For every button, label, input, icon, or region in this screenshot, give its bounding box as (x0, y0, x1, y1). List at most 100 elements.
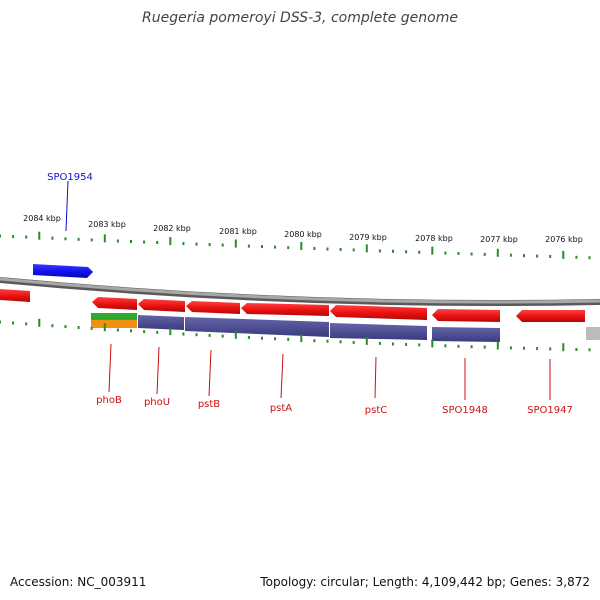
minor-tick (247, 336, 250, 339)
scale-label: 2081 kbp (219, 227, 257, 236)
scale-label: 2080 kbp (284, 230, 322, 239)
major-tick (431, 246, 434, 255)
major-tick (562, 343, 565, 352)
minor-tick (418, 343, 421, 347)
minor-tick (588, 348, 591, 352)
minor-tick (90, 326, 93, 330)
minor-tick (549, 347, 552, 351)
major-tick (103, 234, 106, 243)
major-tick (562, 250, 565, 259)
reverse-strand-genes (0, 289, 585, 322)
major-tick (431, 339, 434, 348)
major-tick (38, 318, 41, 327)
cog-bar-purple (432, 327, 500, 342)
gene-arrow-spo1954[interactable] (33, 264, 93, 278)
minor-tick (483, 252, 486, 256)
inner-tick-marks (0, 318, 591, 352)
minor-tick (261, 336, 263, 340)
scale-label: 2084 kbp (23, 214, 61, 223)
scale-label: 2076 kbp (545, 235, 583, 244)
major-tick (38, 231, 41, 240)
minor-tick (523, 254, 525, 258)
gene-arrow-phob[interactable] (92, 297, 137, 310)
minor-tick (339, 340, 342, 344)
minor-tick (378, 341, 381, 345)
minor-tick (326, 339, 329, 343)
cog-bar-purple (330, 323, 427, 340)
gene-label-phou[interactable]: phoU (144, 397, 170, 408)
minor-tick (483, 345, 486, 349)
gene-leader-line (65, 180, 69, 232)
major-tick (169, 327, 172, 336)
gene-arrow-phou[interactable] (138, 299, 185, 312)
minor-tick (418, 250, 421, 254)
minor-tick (25, 235, 28, 239)
minor-tick (549, 255, 552, 258)
gene-arrow-psta[interactable] (241, 303, 329, 316)
minor-tick (588, 256, 591, 260)
gene-arrow-spo1947[interactable] (516, 310, 585, 322)
minor-tick (313, 339, 316, 343)
scale-label: 2083 kbp (88, 220, 126, 229)
scale-label: 2082 kbp (153, 224, 191, 233)
minor-tick (156, 241, 159, 244)
gene-arrow-spo1948[interactable] (432, 309, 500, 322)
minor-tick (523, 346, 525, 350)
gene-label-spo1948[interactable]: SPO1948 (442, 405, 488, 416)
minor-tick (392, 249, 394, 253)
minor-tick (116, 239, 119, 243)
minor-tick (457, 252, 460, 255)
minor-tick (444, 251, 447, 255)
gene-arrow-pstb[interactable] (186, 301, 240, 314)
gene-label-pstb[interactable]: pstB (198, 399, 220, 410)
minor-tick (575, 255, 578, 259)
gene-arrow-pstc[interactable] (330, 305, 427, 320)
minor-tick (77, 237, 80, 241)
cog-bar-purple (185, 317, 329, 337)
minor-tick (470, 345, 473, 349)
minor-tick (536, 347, 539, 351)
scale-label: 2078 kbp (415, 234, 453, 243)
outer-tick-marks (0, 231, 591, 260)
minor-tick (143, 240, 146, 244)
cog-bar-gray (586, 327, 600, 340)
minor-tick (326, 247, 329, 251)
minor-tick (90, 238, 93, 242)
major-tick (103, 323, 106, 332)
gene-label-psta[interactable]: pstA (270, 403, 292, 414)
minor-tick (339, 248, 342, 251)
minor-tick (130, 240, 132, 243)
minor-tick (536, 254, 539, 258)
major-tick (365, 336, 368, 345)
major-tick (300, 242, 303, 250)
gene-arrow-partial[interactable] (0, 289, 30, 302)
minor-tick (221, 243, 224, 247)
minor-tick (509, 346, 512, 350)
gene-label-spo1947[interactable]: SPO1947 (527, 405, 573, 416)
cog-category-bars (91, 313, 600, 342)
minor-tick (405, 250, 408, 254)
minor-tick (51, 236, 54, 240)
minor-tick (261, 245, 263, 249)
major-tick (365, 244, 368, 253)
gene-label-phob[interactable]: phoB (96, 395, 122, 406)
minor-tick (457, 344, 460, 348)
minor-tick (77, 326, 80, 329)
map-title: Ruegeria pomeroyi DSS-3, complete genome (142, 10, 458, 26)
minor-tick (12, 235, 15, 239)
gene-label-spo1954[interactable]: SPO1954 (47, 172, 93, 183)
minor-tick (274, 245, 277, 249)
minor-tick (182, 242, 185, 246)
minor-tick (116, 328, 119, 332)
minor-tick (182, 332, 185, 336)
minor-tick (195, 242, 198, 246)
scale-labels: 2084 kbp 2083 kbp 2082 kbp 2081 kbp 2080… (23, 214, 583, 244)
minor-tick (51, 324, 54, 328)
minor-tick (208, 333, 211, 337)
cog-bar-orange (91, 320, 137, 328)
minor-tick (287, 337, 290, 341)
minor-tick (274, 337, 277, 341)
gene-label-pstc[interactable]: pstC (365, 405, 387, 416)
